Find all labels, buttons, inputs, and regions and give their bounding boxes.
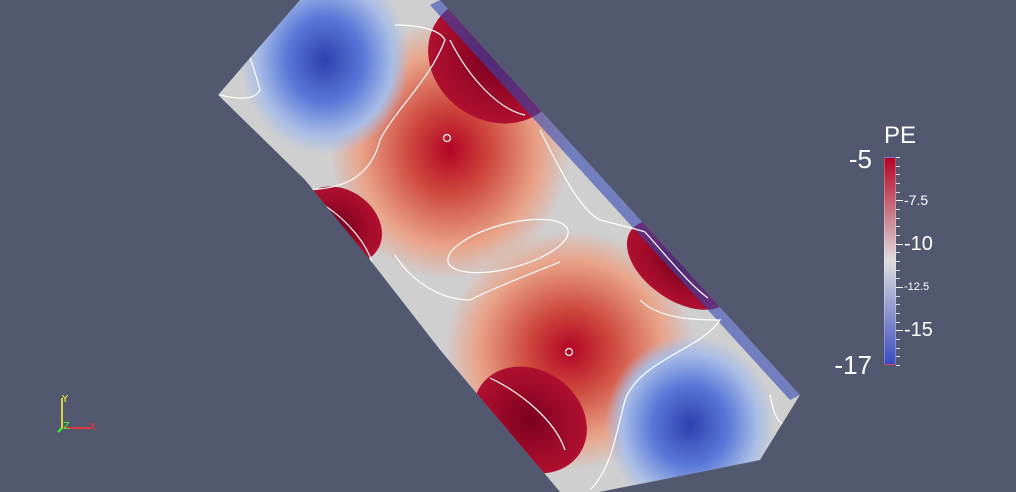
- colorbar-title: PE: [884, 122, 917, 149]
- colorbar-minor-tick: [896, 295, 900, 297]
- colorbar-minor-tick: [896, 243, 900, 245]
- colorbar-minor-tick: [896, 330, 900, 332]
- colorbar-minor-tick: [896, 313, 900, 314]
- colorbar-minor-tick: [896, 174, 900, 176]
- y-axis-label: Y: [62, 394, 69, 405]
- z-axis-label: Z: [63, 421, 70, 432]
- colorbar-minor-tick: [896, 235, 900, 236]
- colorbar-minor-tick: [896, 226, 900, 228]
- colorbar-minor-tick: [896, 183, 900, 184]
- colorbar-minor-tick: [896, 356, 900, 358]
- colorbar-tick-label: -15: [904, 319, 933, 342]
- colorbar-minor-tick: [896, 209, 900, 210]
- colorbar-minor-tick: [896, 191, 900, 193]
- colorbar-minor-tick: [896, 261, 900, 262]
- colorbar-gradient[interactable]: [884, 157, 896, 365]
- colorbar-minor-tick: [896, 165, 900, 167]
- colorbar-minor-tick: [896, 339, 900, 340]
- colorbar-minor-tick: [896, 347, 900, 349]
- colorbar-minor-tick: [896, 217, 900, 219]
- colorbar-max-label: -5: [848, 144, 872, 174]
- colorbar-tick-label: -7.5: [904, 192, 929, 209]
- colorbar-minor-tick: [896, 304, 900, 306]
- colorbar-tick-label: -12.5: [904, 281, 930, 293]
- x-axis-label: X: [89, 422, 96, 433]
- colorbar-min-label: -17: [834, 350, 872, 380]
- colorbar-minor-tick: [896, 365, 900, 366]
- z-axis-line: [57, 427, 63, 433]
- orientation-axes[interactable]: [48, 388, 108, 436]
- colorbar-minor-tick: [896, 321, 900, 323]
- colorbar-minor-tick: [896, 269, 900, 271]
- colorbar-minor-tick: [896, 278, 900, 280]
- mesh-slab: [218, 0, 800, 492]
- colorbar-minor-tick: [896, 252, 900, 254]
- colorbar-tick-label: -10: [904, 232, 933, 255]
- colorbar-minor-tick: [896, 157, 900, 158]
- colorbar-minor-tick: [896, 200, 900, 202]
- colorbar-minor-tick: [896, 287, 900, 288]
